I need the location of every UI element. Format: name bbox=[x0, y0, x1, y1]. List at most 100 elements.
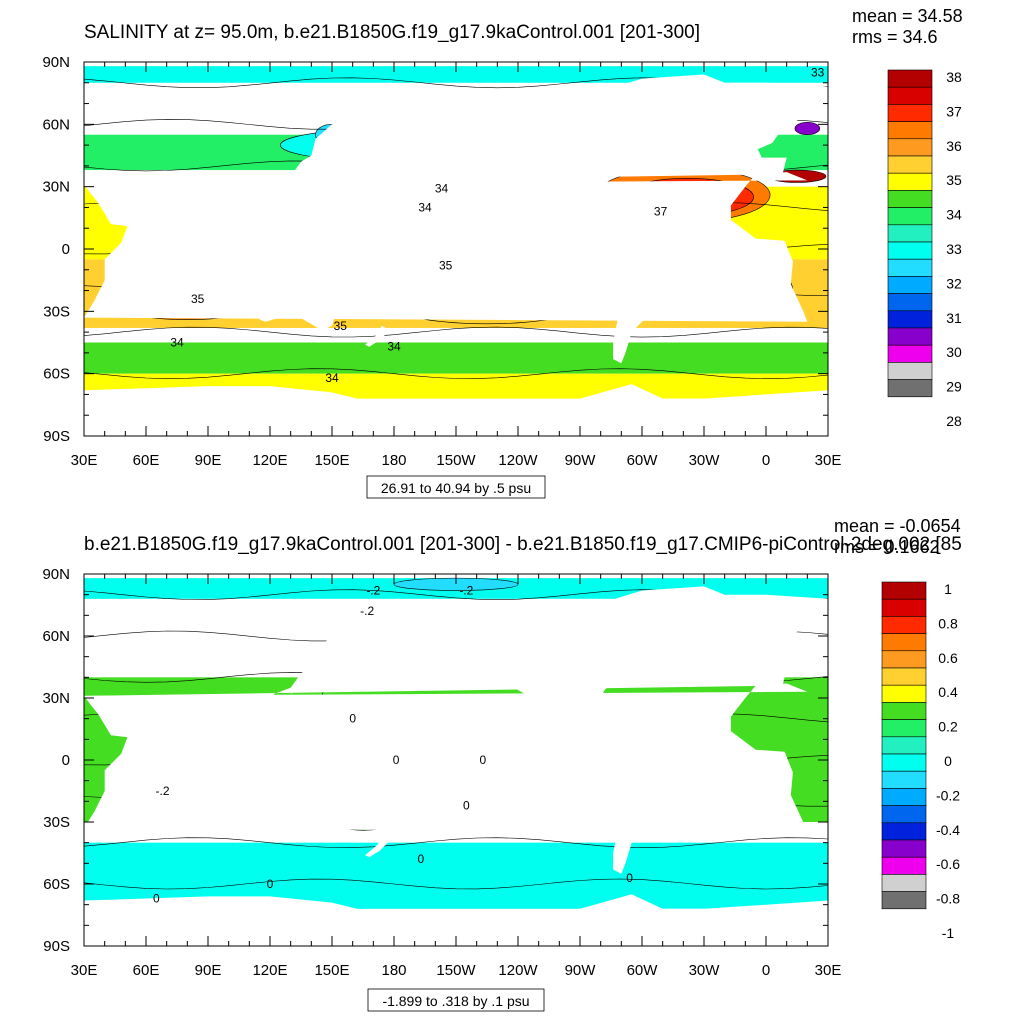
colorbar-box bbox=[881, 719, 927, 738]
colorbar-box bbox=[887, 190, 933, 208]
colorbar-label: 28 bbox=[946, 413, 962, 429]
colorbar-label: -0.6 bbox=[936, 856, 960, 872]
x-tick-label: 90W bbox=[565, 962, 597, 979]
x-tick-label: 30E bbox=[815, 962, 842, 979]
y-tick-label: 60N bbox=[42, 628, 70, 645]
colorbar-box bbox=[887, 86, 933, 105]
colorbar-box bbox=[887, 344, 933, 363]
colorbar-box bbox=[887, 138, 933, 157]
x-tick-label: 90W bbox=[565, 452, 597, 469]
colorbar-box bbox=[887, 224, 933, 243]
y-tick-label: 30S bbox=[43, 303, 70, 320]
colorbar-box bbox=[887, 379, 933, 398]
colorbar-box bbox=[887, 207, 933, 226]
panel-title: b.e21.B1850G.f19_g17.9kaControl.001 [201… bbox=[84, 534, 962, 555]
contour-label: 0 bbox=[153, 891, 160, 905]
contour-label: 34 bbox=[387, 340, 401, 354]
contour-label: 34 bbox=[325, 371, 339, 385]
colorbar-box bbox=[881, 598, 927, 617]
x-tick-label: 30E bbox=[71, 962, 98, 979]
x-tick-label: 180 bbox=[381, 452, 406, 469]
contour-label: 0 bbox=[349, 712, 356, 726]
colorbar-box bbox=[881, 650, 927, 669]
contour-label: 35 bbox=[439, 259, 453, 273]
contour-label: 34 bbox=[418, 200, 432, 214]
colorbar-label: 0 bbox=[944, 753, 952, 769]
contour-label: -.2 bbox=[366, 584, 380, 598]
contour-label: -.2 bbox=[459, 584, 473, 598]
y-tick-label: 90N bbox=[42, 54, 70, 71]
colorbar-box bbox=[887, 155, 933, 174]
land-uk bbox=[753, 128, 769, 146]
stat-rms: rms = 0.1662 bbox=[834, 537, 940, 557]
land-australia bbox=[257, 784, 339, 841]
colorbar-label: 35 bbox=[946, 172, 962, 188]
colorbar-box bbox=[887, 362, 933, 380]
colorbar-label: 38 bbox=[946, 69, 962, 85]
contour-interval-box bbox=[366, 475, 546, 499]
x-tick-label: 150W bbox=[436, 452, 476, 469]
colorbar-label: 0.2 bbox=[938, 719, 958, 735]
land-sumatra bbox=[218, 749, 242, 773]
x-tick-label: 90E bbox=[195, 962, 222, 979]
land-madagascar bbox=[112, 273, 126, 301]
colorbar-label: -0.4 bbox=[936, 822, 960, 838]
y-tick-label: 60N bbox=[42, 116, 70, 133]
colorbar: 1 0.8 0.6 0.4 0.2 0 -0.2 -0.4 -0.6 -0.8 -1 bbox=[881, 581, 960, 941]
land-iceland bbox=[716, 623, 738, 628]
land-greenland bbox=[615, 74, 725, 121]
land-eurasia bbox=[84, 82, 828, 245]
land-newZealand bbox=[365, 836, 390, 858]
colorbar-label: 33 bbox=[946, 241, 962, 257]
contour-label: -.2 bbox=[360, 604, 374, 618]
colorbar-box bbox=[887, 310, 933, 329]
colorbar-label: 31 bbox=[946, 310, 962, 326]
colorbar-label: 0.4 bbox=[938, 684, 958, 700]
contour-label: 0 bbox=[463, 798, 470, 812]
colorbar-label: 37 bbox=[946, 103, 962, 119]
contour-label: 0 bbox=[267, 877, 274, 891]
contour-label: 34 bbox=[170, 336, 184, 350]
x-tick-label: 0 bbox=[762, 452, 770, 469]
land-greenland bbox=[615, 586, 725, 632]
contour-label: 37 bbox=[654, 205, 668, 219]
contour-label: 33 bbox=[811, 65, 825, 79]
land-borneo bbox=[247, 745, 268, 769]
colorbar-box bbox=[881, 702, 927, 720]
y-tick-label: 30S bbox=[43, 814, 70, 831]
x-tick-label: 30E bbox=[71, 452, 98, 469]
colorbar-box bbox=[881, 753, 927, 772]
contour-label: 34 bbox=[435, 182, 449, 196]
colorbar-box bbox=[881, 822, 927, 841]
land-newGuinea bbox=[292, 762, 332, 779]
contour-line bbox=[84, 368, 828, 380]
contour-label: 0 bbox=[393, 753, 400, 767]
colorbar-label: 30 bbox=[946, 344, 962, 360]
land-newZealand bbox=[365, 325, 390, 347]
x-tick-label: 30E bbox=[815, 452, 842, 469]
x-tick-label: 150W bbox=[436, 962, 476, 979]
contour-interval-label: -1.899 to .318 by .1 psu bbox=[382, 993, 529, 1009]
x-tick-label: 90E bbox=[195, 452, 222, 469]
stat-rms: rms = 34.6 bbox=[852, 27, 938, 47]
x-tick-label: 120W bbox=[498, 452, 538, 469]
panel-title: SALINITY at z= 95.0m, b.e21.B1850G.f19_g… bbox=[84, 22, 700, 43]
colorbar-box bbox=[881, 788, 927, 806]
contour-label: 0 bbox=[626, 871, 633, 885]
x-tick-label: 0 bbox=[762, 962, 770, 979]
land-africa bbox=[84, 172, 808, 322]
x-tick-label: 30W bbox=[689, 962, 721, 979]
land-antarctica bbox=[84, 894, 828, 946]
colorbar-box bbox=[887, 276, 933, 294]
y-tick-label: 0 bbox=[62, 241, 70, 258]
y-tick-label: 60S bbox=[43, 876, 70, 893]
colorbar: 38 37 36 35 34 33 32 31 30 29 28 bbox=[887, 69, 962, 429]
colorbar-box bbox=[887, 293, 933, 312]
colorbar-box bbox=[887, 241, 933, 260]
land-japan bbox=[290, 667, 316, 694]
colorbar-box bbox=[881, 684, 927, 703]
x-tick-label: 60W bbox=[627, 962, 659, 979]
map-panel-2: -.2 -.2 -.2 0 0 0 -.2 0 0 0 0 0 30E 60E 90E 120E 150E 180… bbox=[42, 516, 962, 1012]
